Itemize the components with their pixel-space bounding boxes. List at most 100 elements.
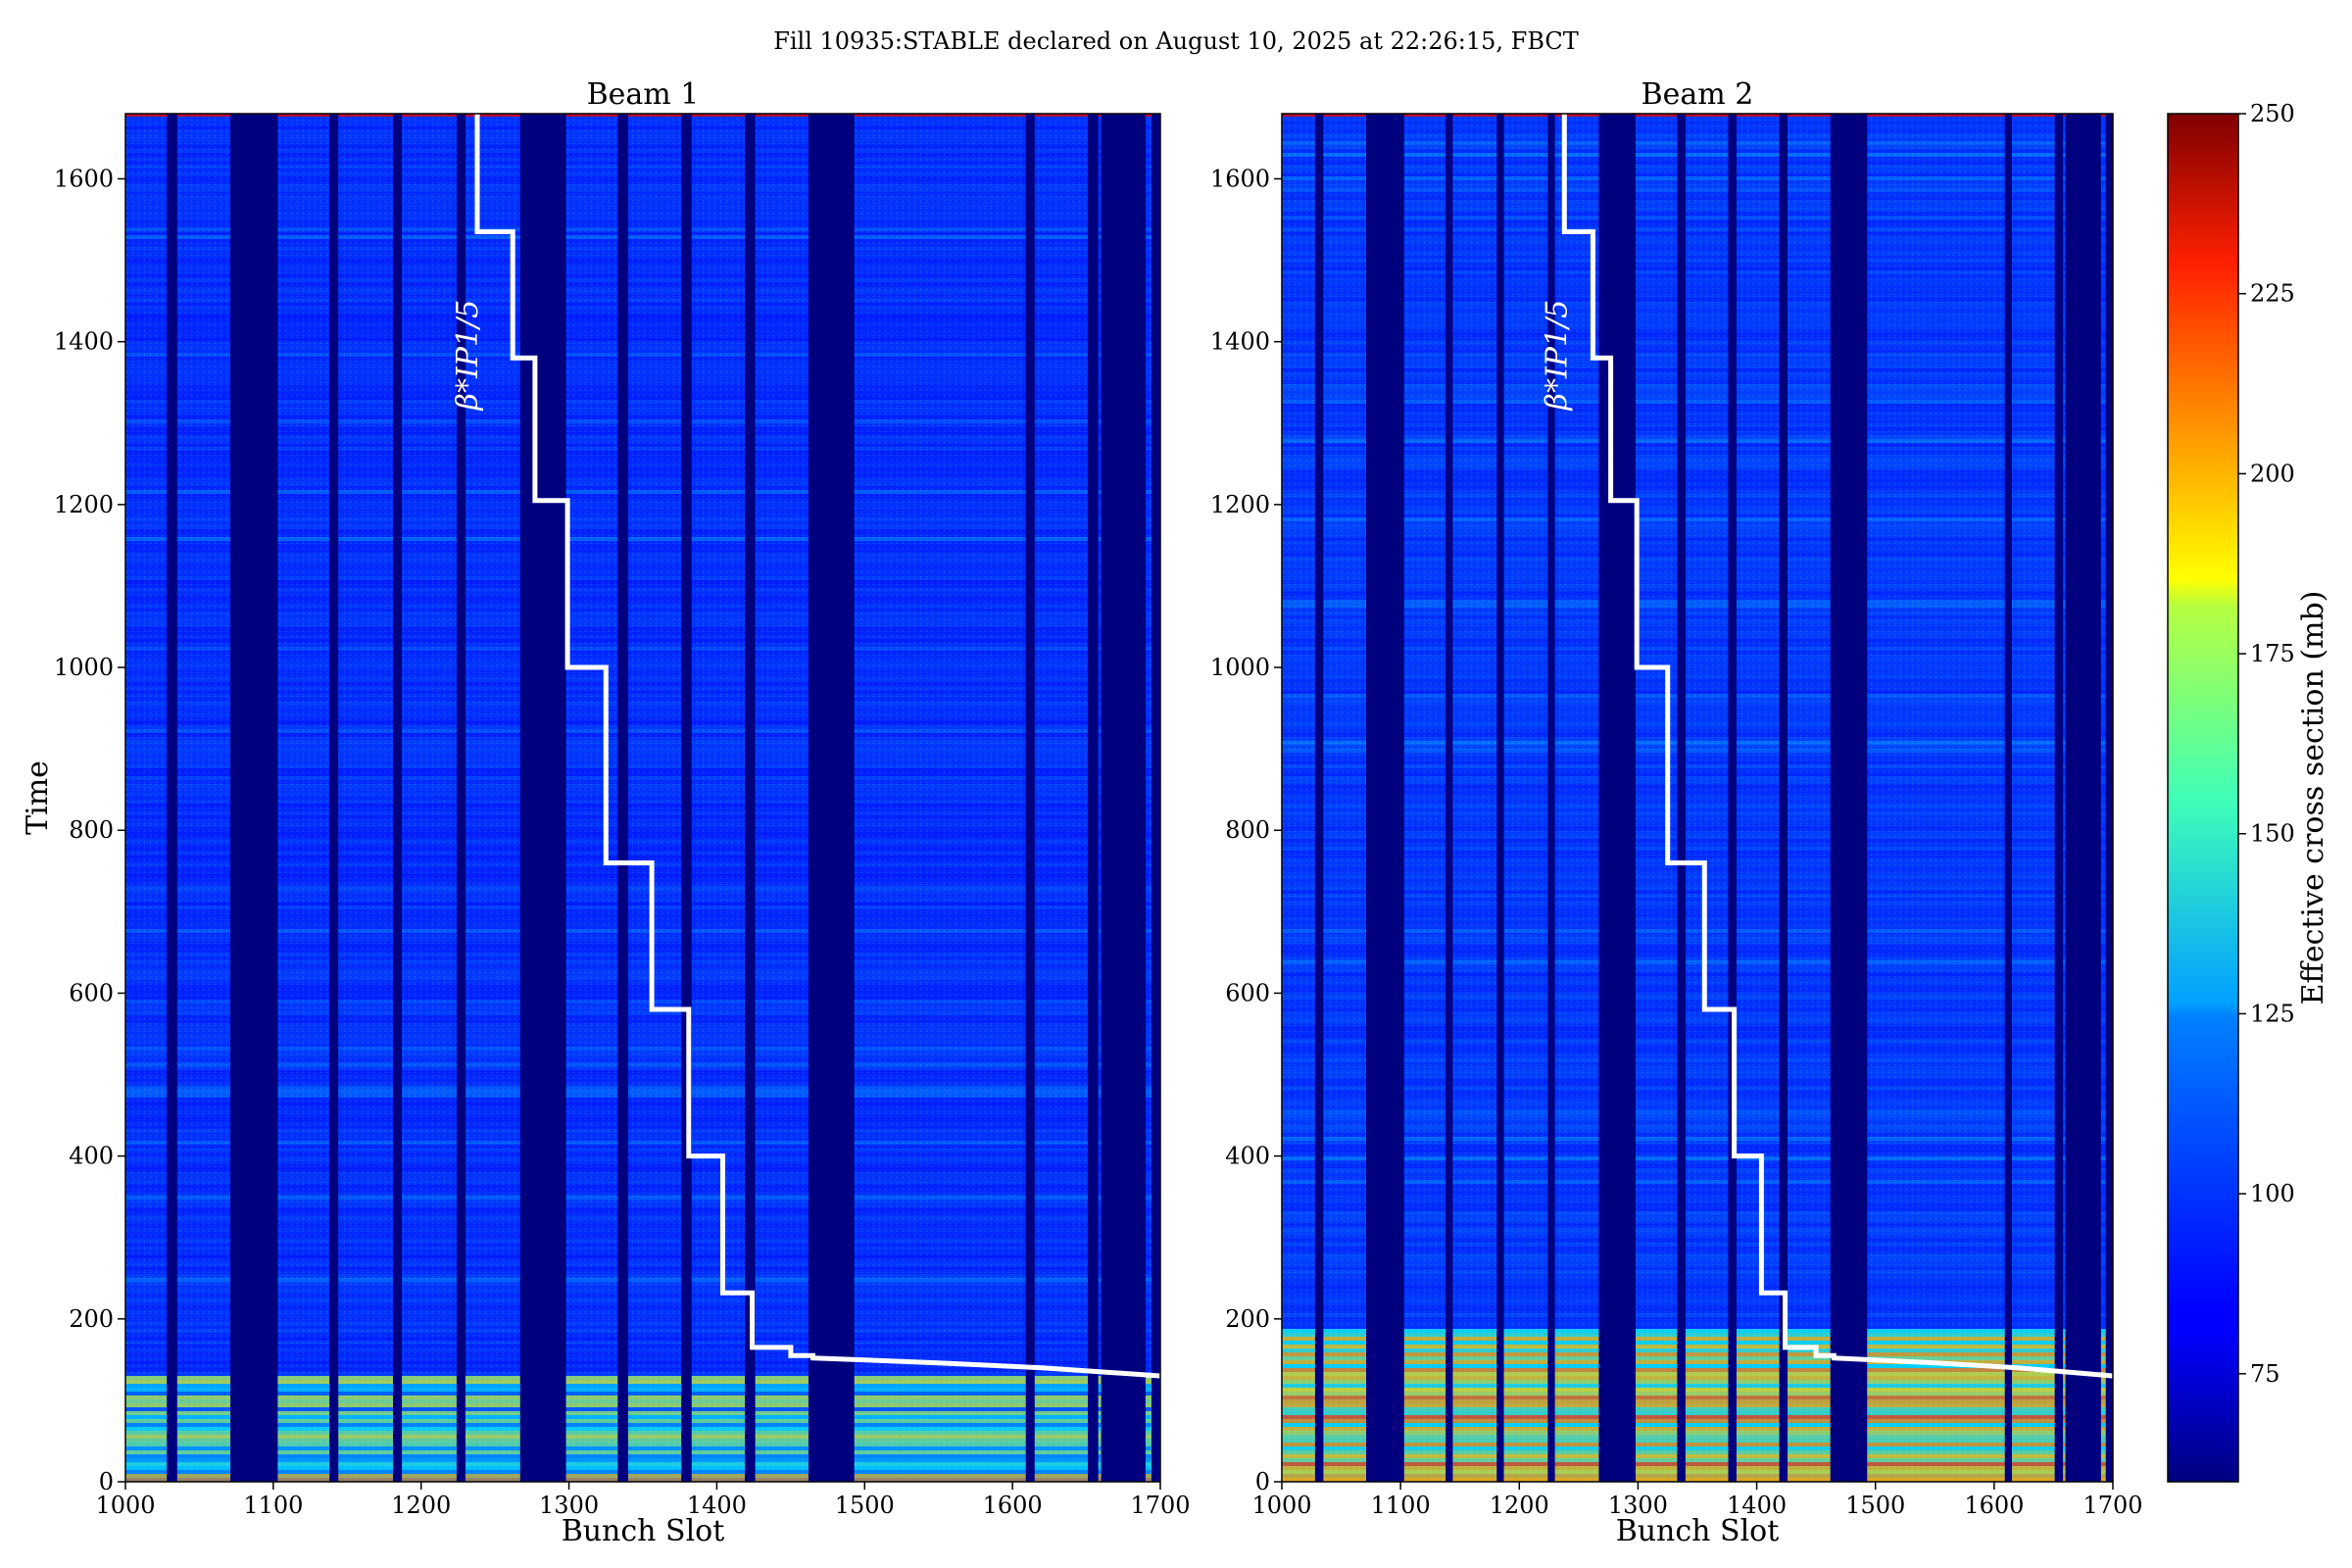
heatmap-row (1282, 482, 2113, 486)
heatmap-row (1282, 1345, 2113, 1348)
heatmap-row (125, 278, 1160, 282)
heatmap-row (1282, 1278, 2113, 1282)
heatmap-row (1282, 702, 2113, 706)
heatmap-row (125, 1388, 1160, 1392)
heatmap-row (125, 639, 1160, 643)
heatmap-row (125, 451, 1160, 455)
heatmap-row (1282, 1152, 2113, 1156)
heatmap-row (125, 847, 1160, 851)
heatmap-row (1282, 122, 2113, 125)
heatmap-row (1282, 1282, 2113, 1286)
heatmap-row (1282, 1380, 2113, 1384)
heatmap-row (125, 1470, 1160, 1474)
heatmap-row (1282, 278, 2113, 282)
heatmap-row (1282, 1094, 2113, 1098)
heatmap-row (1282, 1141, 2113, 1145)
heatmap-row (125, 1419, 1160, 1423)
heatmap-layer (1282, 114, 2113, 1482)
heatmap-row (125, 772, 1160, 776)
heatmap-row (1282, 365, 2113, 368)
heatmap-row (125, 1411, 1160, 1415)
heatmap-row (125, 380, 1160, 384)
heatmap-row (1282, 945, 2113, 949)
heatmap-row (125, 1074, 1160, 1078)
heatmap-row (125, 474, 1160, 478)
heatmap-row (1282, 733, 2113, 737)
heatmap-row (125, 768, 1160, 772)
heatmap-row (125, 165, 1160, 169)
colorbar-tick-label: 250 (2250, 100, 2295, 127)
heatmap-row (1282, 153, 2113, 157)
heatmap-row (125, 1258, 1160, 1262)
heatmap-row (1282, 1207, 2113, 1211)
heatmap-row (125, 1243, 1160, 1247)
heatmap-texture (1282, 114, 2113, 1482)
heatmap-row (125, 1250, 1160, 1254)
heatmap-row (125, 913, 1160, 917)
heatmap-row (125, 760, 1160, 764)
heatmap-row (125, 1372, 1160, 1376)
heatmap-row (1282, 474, 2113, 478)
x-tick-label: 1400 (1727, 1492, 1787, 1519)
heatmap-row (125, 1156, 1160, 1160)
heatmap-row (1282, 647, 2113, 651)
heatmap-row (125, 568, 1160, 572)
heatmap-row (1282, 1235, 2113, 1239)
heatmap-row (125, 341, 1160, 345)
heatmap-row (125, 1399, 1160, 1403)
heatmap-row (125, 964, 1160, 968)
heatmap-row (125, 1345, 1160, 1348)
heatmap-row (1282, 1274, 2113, 1278)
heatmap-row (1282, 788, 2113, 792)
heatmap-row (125, 172, 1160, 176)
heatmap-row (1282, 874, 2113, 878)
heatmap-row (1282, 1266, 2113, 1270)
heatmap-row (125, 1278, 1160, 1282)
heatmap-row (125, 729, 1160, 733)
heatmap-row (1282, 1176, 2113, 1180)
heatmap-row (125, 949, 1160, 953)
heatmap-row (125, 1454, 1160, 1458)
heatmap-row (125, 286, 1160, 290)
heatmap-row (125, 678, 1160, 682)
heatmap-row (1282, 1290, 2113, 1294)
heatmap-row (125, 1070, 1160, 1074)
heatmap-row (125, 1117, 1160, 1121)
heatmap-row (125, 1047, 1160, 1051)
heatmap-row (125, 980, 1160, 984)
colorbar-tick-label: 75 (2250, 1360, 2280, 1388)
x-tick-label: 1700 (1130, 1492, 1190, 1519)
heatmap-row (125, 1109, 1160, 1113)
heatmap-row (1282, 631, 2113, 635)
heatmap-row (1282, 494, 2113, 498)
heatmap-row (1282, 968, 2113, 972)
heatmap-row (125, 227, 1160, 231)
heatmap-row (125, 1102, 1160, 1105)
heatmap-row (125, 933, 1160, 937)
heatmap-row (1282, 913, 2113, 917)
heatmap-row (125, 353, 1160, 357)
heatmap-row (1282, 772, 2113, 776)
heatmap-row (1282, 627, 2113, 631)
heatmap-row (1282, 639, 2113, 643)
heatmap-row (1282, 760, 2113, 764)
heatmap-row (1282, 470, 2113, 474)
heatmap-row (1282, 725, 2113, 729)
heatmap-row (125, 184, 1160, 188)
heatmap-row (1282, 459, 2113, 463)
heatmap-row (125, 968, 1160, 972)
heatmap-row (1282, 408, 2113, 412)
heatmap-row (1282, 584, 2113, 588)
heatmap-row (1282, 400, 2113, 404)
heatmap-row (125, 1254, 1160, 1258)
heatmap-row (125, 235, 1160, 239)
heatmap-row (125, 937, 1160, 941)
heatmap-row (125, 1121, 1160, 1125)
heatmap-row (125, 906, 1160, 909)
empty-slot-gap (1547, 114, 1555, 1482)
heatmap-row (1282, 1058, 2113, 1062)
heatmap-row (1282, 902, 2113, 906)
heatmap-row (1282, 1098, 2113, 1102)
heatmap-row (1282, 455, 2113, 459)
heatmap-row (125, 400, 1160, 404)
